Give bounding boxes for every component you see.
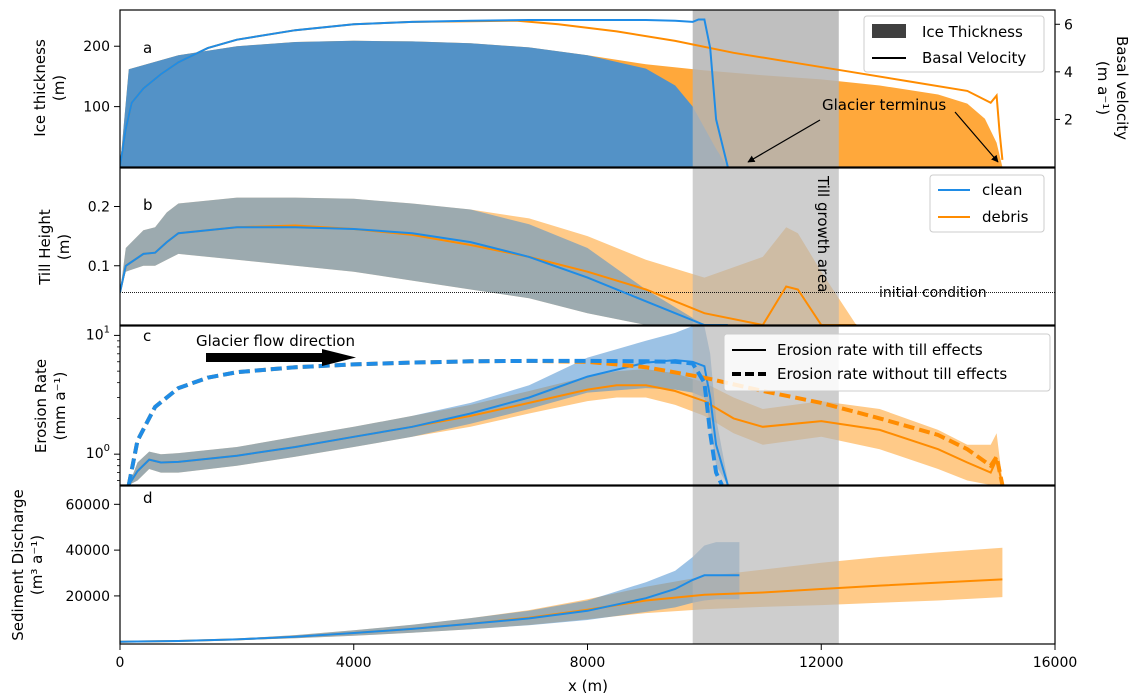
clean-line-d	[120, 574, 740, 643]
till-growth-band-b	[692, 168, 839, 325]
y-tick-label-b: 0.2	[88, 200, 110, 216]
panel-b-ylabel: Till Height (m)	[36, 209, 73, 286]
y2-tick-label-a: 2	[1064, 112, 1073, 128]
x-tick-label: 16000	[1033, 655, 1078, 671]
clean-uncertainty-band-b	[120, 197, 728, 325]
panel-d-ylabel-line1: Sediment Discharge	[9, 489, 27, 641]
y-tick-label-a: 200	[83, 39, 110, 55]
clean-line-b	[120, 226, 728, 325]
panel-a-ylabel2-line2: (m a⁻¹)	[1094, 61, 1112, 115]
till-growth-area-label: Till growth area	[814, 175, 832, 292]
panel-a-ylabel-line1: Ice thickness	[31, 39, 49, 137]
panel-d-ylabel-line2: (m³ a⁻¹)	[28, 535, 46, 595]
panel-b-letter: b	[143, 196, 153, 214]
panel-a-plot	[120, 10, 1004, 167]
clean-line-c	[127, 359, 729, 485]
panel-c-ylabel: Erosion Rate (mm a⁻¹)	[32, 359, 69, 453]
legend-without-till-label: Erosion rate without till effects	[777, 365, 1007, 383]
legend-ice-thickness-swatch	[872, 24, 906, 38]
legend-ice-thickness-label: Ice Thickness	[922, 23, 1023, 41]
panel-c-frame	[119, 325, 1056, 486]
ice-thickness-clean-area	[120, 40, 728, 167]
terminus-arrow-debris	[954, 111, 999, 163]
panel-b: 0.1 0.2	[88, 167, 1056, 326]
panel-c-ylabel-line2: (mm a⁻¹)	[51, 372, 69, 441]
y-tick-label-b: 0.1	[88, 259, 110, 275]
panel-a-ylabel2: Basal velocity (m a⁻¹)	[1094, 36, 1131, 140]
y-tick-label-c: 100	[86, 443, 110, 462]
panel-b-plot	[120, 168, 1055, 325]
clean-uncertainty-band-c	[128, 326, 728, 485]
panel-b-ylabel-line1: Till Height	[36, 209, 54, 286]
y-tick-label-c-exp: 1	[104, 324, 110, 335]
panel-d-plot	[120, 486, 1003, 644]
legend-basal-velocity-label: Basal Velocity	[922, 49, 1026, 67]
x-tick-label: 4000	[336, 655, 372, 671]
panel-c-ylabel-line1: Erosion Rate	[32, 359, 50, 453]
legend-debris-label: debris	[982, 208, 1029, 226]
panel-b-legend: clean debris	[929, 174, 1045, 233]
initial-condition-label: initial condition	[879, 285, 987, 301]
y-tick-label-c-base: 10	[86, 446, 104, 462]
y-tick-label-c-exp: 0	[104, 443, 110, 454]
clean-without-till-line-c	[126, 358, 724, 485]
panel-a: 2 4 6 100 200	[83, 9, 1073, 168]
panel-c-legend: Erosion rate with till effects Erosion r…	[723, 333, 1051, 392]
panel-a-ylabel2-line1: Basal velocity	[1113, 36, 1131, 140]
y-tick-label-d: 20000	[65, 589, 110, 605]
panel-a-letter: a	[143, 39, 152, 57]
x-axis-label: x (m)	[568, 677, 608, 695]
y-tick-label-c: 101	[86, 324, 110, 343]
panel-d: 20000 40000 60000 0 4000 8000 12000 16000	[65, 485, 1078, 671]
legend-with-till-label: Erosion rate with till effects	[777, 341, 983, 359]
flow-direction-arrow	[206, 349, 356, 366]
flow-direction-label: Glacier flow direction	[196, 332, 355, 350]
clean-uncertainty-band-d	[120, 542, 740, 642]
till-growth-band-d	[692, 486, 839, 644]
y2-tick-label-a: 4	[1064, 65, 1073, 81]
basal-velocity-clean-line	[120, 18, 729, 167]
panel-b-frame	[119, 167, 1056, 326]
till-growth-band-a	[692, 10, 839, 167]
panel-a-ylabel-line2: (m)	[50, 75, 68, 101]
y-tick-label-d: 60000	[65, 497, 110, 513]
panel-d-letter: d	[143, 489, 153, 507]
x-tick-label: 12000	[799, 655, 844, 671]
y-tick-label-c-base: 10	[86, 327, 104, 343]
glacier-terminus-label: Glacier terminus	[822, 96, 946, 114]
panel-a-legend: Ice Thickness Basal Velocity	[863, 15, 1045, 73]
panel-c-letter: c	[143, 327, 151, 345]
x-tick-label: 0	[116, 655, 125, 671]
y-tick-label-a: 100	[83, 100, 110, 116]
panel-b-ylabel-line2: (m)	[55, 234, 73, 260]
y-tick-label-d: 40000	[65, 543, 110, 559]
panel-a-ylabel: Ice thickness (m)	[31, 39, 68, 137]
x-tick-label: 8000	[570, 655, 606, 671]
y2-tick-label-a: 6	[1064, 17, 1073, 33]
debris-uncertainty-band-d	[120, 547, 1003, 642]
terminus-arrow-clean	[747, 119, 821, 163]
panel-d-ylabel: Sediment Discharge (m³ a⁻¹)	[9, 489, 46, 641]
legend-clean-label: clean	[982, 181, 1022, 199]
panel-a-frame	[119, 9, 1056, 168]
